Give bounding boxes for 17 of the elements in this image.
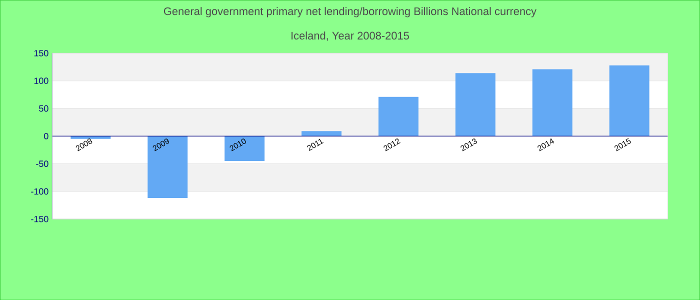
y-tick-label: -100 [31,188,48,194]
bar [224,136,265,161]
chart-subtitle: Iceland, Year 2008-2015 [292,31,409,41]
bar [70,136,111,139]
y-tick-label: -150 [31,216,48,222]
y-tick-label: 0 [44,132,48,140]
y-tick-label: 150 [34,50,48,56]
bar [302,131,342,136]
y-tick-label: 50 [39,105,48,112]
bar [609,65,650,136]
y-tick-label: 100 [34,78,48,84]
bar [148,136,188,198]
bar [532,69,572,136]
bar [455,72,496,136]
y-tick-label: -50 [36,160,48,167]
chart-title: General government primary net lending/borrowing Billions National currency [164,6,536,18]
bar [378,96,418,136]
